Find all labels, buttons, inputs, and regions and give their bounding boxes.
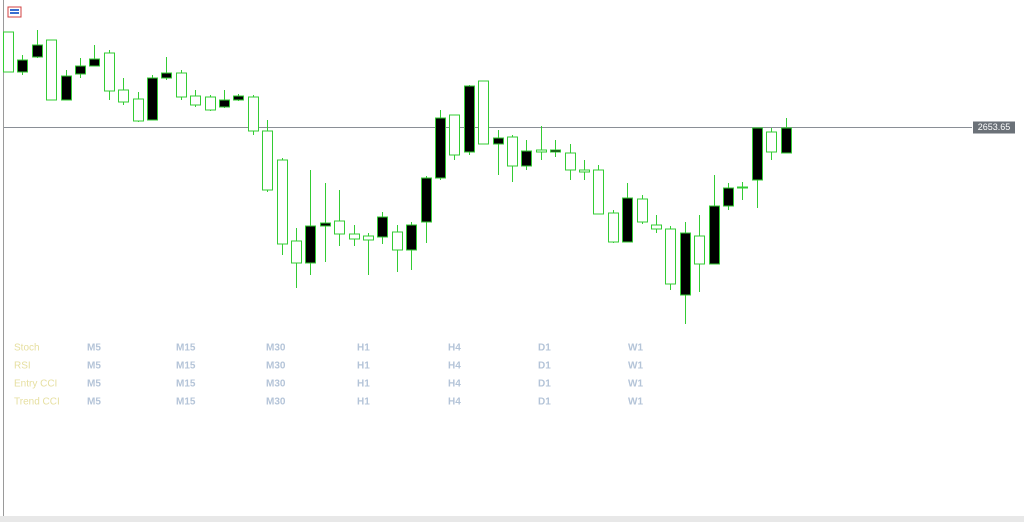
candle-body — [521, 150, 532, 167]
timeframe-label: M30 — [266, 361, 286, 372]
icon-bar — [10, 9, 19, 11]
candle-body — [32, 44, 43, 58]
timeframe-label: M5 — [87, 397, 101, 408]
candle-body — [723, 187, 734, 207]
timeframe-label: H1 — [357, 379, 370, 390]
candle-body — [277, 159, 288, 245]
candle-body — [550, 149, 561, 153]
icon-bar — [10, 12, 19, 14]
candle-body — [363, 235, 374, 241]
candle-body — [622, 197, 633, 243]
candle-body — [536, 149, 547, 153]
candle-body — [435, 117, 446, 179]
candle-body — [17, 59, 28, 73]
candle-body — [421, 177, 432, 223]
timeframe-label: H4 — [448, 397, 461, 408]
timeframe-label: M15 — [176, 397, 196, 408]
candle-body — [75, 65, 86, 75]
timeframe-label: H4 — [448, 361, 461, 372]
candle-body — [190, 95, 201, 106]
candle-body — [334, 220, 345, 235]
timeframe-label: M5 — [87, 379, 101, 390]
candle-body — [651, 224, 662, 230]
timeframe-label: D1 — [538, 361, 551, 372]
timeframe-label: H1 — [357, 397, 370, 408]
candle-body — [46, 39, 57, 101]
price-label: 2653.65 — [978, 122, 1011, 132]
candle-body — [392, 231, 403, 251]
candle-body — [291, 240, 302, 264]
timeframe-label: M15 — [176, 361, 196, 372]
indicator-name: Entry CCI — [14, 379, 57, 390]
candle-body — [305, 225, 316, 264]
candle-body — [233, 95, 244, 101]
candle-body — [161, 72, 172, 79]
candle-body — [349, 233, 360, 240]
candle-body — [781, 127, 792, 154]
timeframe-label: H4 — [448, 343, 461, 354]
candle-body — [104, 52, 115, 92]
timeframe-label: H4 — [448, 379, 461, 390]
candle-body — [752, 127, 763, 181]
candle-body — [766, 131, 777, 153]
timeframe-label: D1 — [538, 343, 551, 354]
candle-body — [248, 96, 259, 132]
timeframe-label: M15 — [176, 343, 196, 354]
timeframe-label: W1 — [628, 379, 643, 390]
candle-body — [61, 75, 72, 101]
indicator-name: Stoch — [14, 343, 40, 354]
candle-body — [89, 58, 100, 67]
candle-body — [593, 169, 604, 215]
candle-body — [219, 99, 230, 108]
timeframe-label: M5 — [87, 361, 101, 372]
candle-body — [406, 224, 417, 251]
timeframe-label: W1 — [628, 343, 643, 354]
timeframe-label: W1 — [628, 361, 643, 372]
candle-body — [176, 72, 187, 98]
timeframe-label: H1 — [357, 343, 370, 354]
candle-body — [579, 169, 590, 173]
candle-body — [320, 222, 331, 227]
candle-body — [449, 114, 460, 156]
candle-body — [133, 98, 144, 122]
timeframe-label: M15 — [176, 379, 196, 390]
candle-body — [493, 137, 504, 145]
candle-body — [118, 89, 129, 103]
candle-body — [637, 198, 648, 223]
timeframe-label: D1 — [538, 379, 551, 390]
indicator-name: Trend CCI — [14, 397, 60, 408]
candle-body — [608, 212, 619, 243]
candle-body — [565, 152, 576, 171]
candle-body — [709, 205, 720, 265]
candle-body — [262, 130, 273, 191]
candle-body — [147, 77, 158, 121]
timeframe-label: M30 — [266, 343, 286, 354]
scrollbar[interactable] — [0, 516, 1024, 522]
candle-body — [680, 232, 691, 296]
indicator-name: RSI — [14, 361, 31, 372]
window-icon[interactable] — [7, 6, 22, 18]
candle-body — [464, 85, 475, 153]
candle-body — [694, 235, 705, 265]
timeframe-label: D1 — [538, 397, 551, 408]
price-label-box — [973, 121, 1015, 134]
candle-body — [665, 228, 676, 285]
timeframe-label: M30 — [266, 397, 286, 408]
timeframe-label: W1 — [628, 397, 643, 408]
timeframe-label: M30 — [266, 379, 286, 390]
candle-body — [507, 136, 518, 167]
timeframe-label: M5 — [87, 343, 101, 354]
candle-body — [737, 186, 748, 189]
candle-body — [478, 80, 489, 145]
candle-body — [205, 96, 216, 111]
candle-body — [3, 31, 14, 73]
candle-body — [377, 216, 388, 238]
timeframe-label: H1 — [357, 361, 370, 372]
